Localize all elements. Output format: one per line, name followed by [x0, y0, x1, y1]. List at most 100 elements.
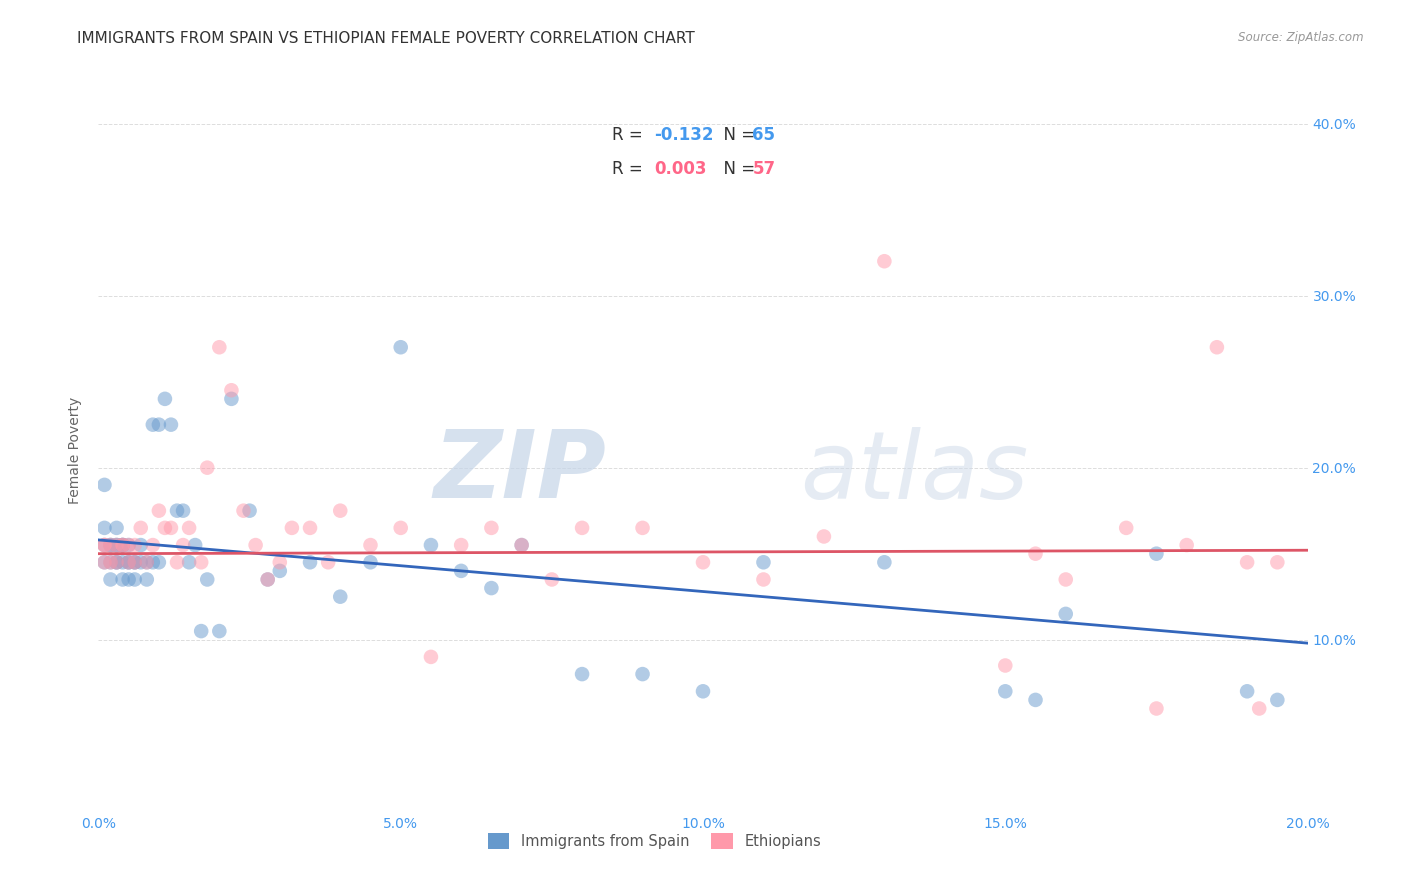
Point	[129, 538, 152, 552]
Point	[166, 503, 188, 517]
Point	[179, 555, 201, 569]
Point	[118, 555, 141, 569]
Point	[129, 521, 152, 535]
Point	[1115, 521, 1137, 535]
Point	[256, 573, 278, 587]
Point	[195, 460, 218, 475]
Point	[692, 684, 714, 698]
Point	[111, 538, 134, 552]
Point	[172, 503, 194, 517]
Point	[100, 555, 122, 569]
Point	[1054, 573, 1077, 587]
Text: 65: 65	[752, 126, 776, 144]
Point	[105, 538, 128, 552]
Legend: Immigrants from Spain, Ethiopians: Immigrants from Spain, Ethiopians	[482, 828, 828, 855]
Point	[111, 555, 134, 569]
Point	[269, 555, 291, 569]
Point	[752, 573, 775, 587]
Point	[100, 538, 122, 552]
Point	[420, 538, 443, 552]
Point	[111, 538, 134, 552]
Point	[450, 564, 472, 578]
Point	[994, 658, 1017, 673]
Point	[1236, 684, 1258, 698]
Point	[450, 538, 472, 552]
Point	[1024, 693, 1046, 707]
Point	[195, 573, 218, 587]
Point	[571, 521, 593, 535]
Point	[329, 503, 352, 517]
Point	[118, 538, 141, 552]
Point	[481, 581, 503, 595]
Point	[179, 521, 201, 535]
Point	[142, 555, 165, 569]
Text: ZIP: ZIP	[433, 426, 606, 518]
Point	[100, 538, 122, 552]
Point	[631, 667, 654, 681]
Point	[111, 538, 134, 552]
Point	[510, 538, 533, 552]
Point	[221, 384, 243, 398]
Point	[389, 340, 412, 354]
Point	[105, 555, 128, 569]
Point	[813, 529, 835, 543]
Point	[316, 555, 339, 569]
Point	[190, 555, 212, 569]
Point	[129, 555, 152, 569]
Point	[631, 521, 654, 535]
Point	[481, 521, 503, 535]
Point	[1249, 701, 1271, 715]
Point	[994, 684, 1017, 698]
Point	[124, 555, 146, 569]
Point	[100, 538, 122, 552]
Text: atlas: atlas	[800, 426, 1028, 517]
Point	[571, 667, 593, 681]
Point	[105, 555, 128, 569]
Point	[1267, 555, 1289, 569]
Point	[221, 392, 243, 406]
Point	[1054, 607, 1077, 621]
Point	[93, 555, 115, 569]
Point	[135, 555, 157, 569]
Point	[148, 555, 170, 569]
Text: IMMIGRANTS FROM SPAIN VS ETHIOPIAN FEMALE POVERTY CORRELATION CHART: IMMIGRANTS FROM SPAIN VS ETHIOPIAN FEMAL…	[77, 31, 695, 46]
Point	[124, 555, 146, 569]
Point	[111, 538, 134, 552]
Point	[100, 555, 122, 569]
Point	[239, 503, 262, 517]
Point	[190, 624, 212, 639]
Point	[172, 538, 194, 552]
Point	[299, 555, 322, 569]
Point	[93, 538, 115, 552]
Point	[124, 538, 146, 552]
Point	[232, 503, 254, 517]
Point	[752, 555, 775, 569]
Point	[208, 624, 231, 639]
Point	[124, 555, 146, 569]
Point	[1206, 340, 1229, 354]
Point	[208, 340, 231, 354]
Point	[142, 417, 165, 432]
Y-axis label: Female Poverty: Female Poverty	[69, 397, 83, 504]
Point	[93, 521, 115, 535]
Point	[93, 555, 115, 569]
Text: R =: R =	[612, 161, 648, 178]
Point	[105, 538, 128, 552]
Point	[540, 573, 562, 587]
Point	[873, 254, 896, 268]
Point	[105, 555, 128, 569]
Text: R =: R =	[612, 126, 648, 144]
Point	[111, 538, 134, 552]
Text: N =: N =	[713, 161, 761, 178]
Point	[166, 555, 188, 569]
Point	[124, 573, 146, 587]
Point	[873, 555, 896, 569]
Point	[118, 555, 141, 569]
Point	[93, 538, 115, 552]
Point	[299, 521, 322, 535]
Point	[269, 564, 291, 578]
Point	[420, 649, 443, 664]
Point	[389, 521, 412, 535]
Point	[1024, 547, 1046, 561]
Point	[329, 590, 352, 604]
